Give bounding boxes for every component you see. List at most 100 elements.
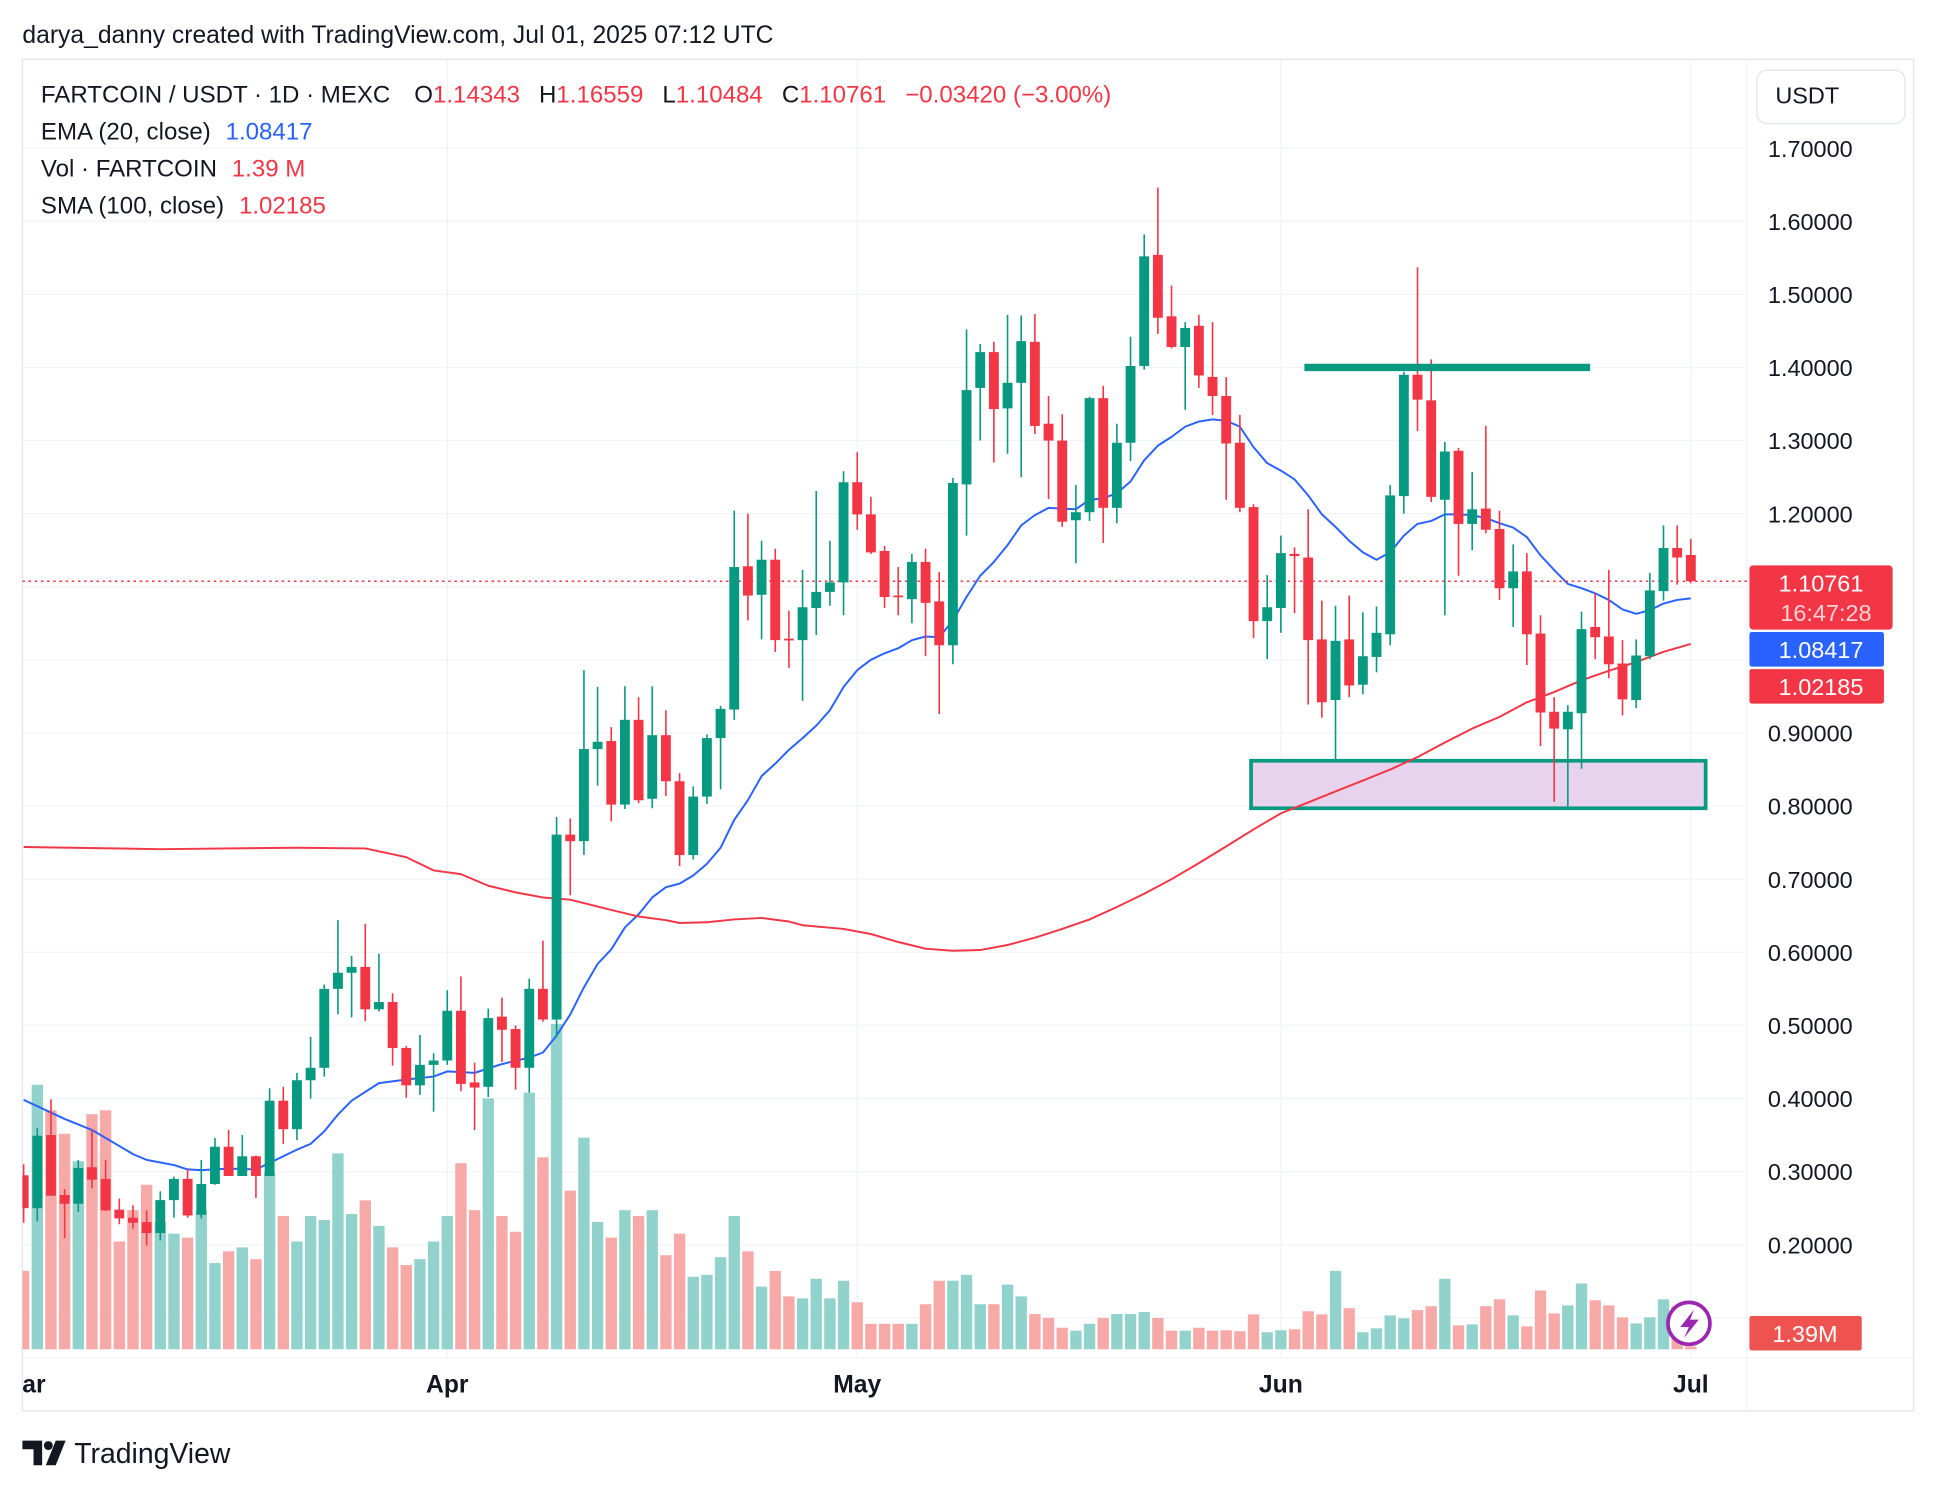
volume-label-value: 1.39M [1772,1321,1837,1347]
volume-bar [1261,1332,1273,1350]
candle [1439,442,1450,616]
candle-body [455,1010,466,1084]
candle-body [1603,636,1614,665]
ema-label: EMA (20, close) [41,118,211,145]
candle [46,1099,56,1196]
candle-body [1125,365,1136,443]
volume-bar [974,1304,986,1350]
candle [524,978,535,1093]
volume-bar [1152,1317,1164,1350]
volume-bar [564,1190,576,1350]
candle-body [1672,548,1683,558]
volume-bar [1534,1290,1547,1350]
candle [865,496,876,554]
candle [1426,359,1437,502]
volume-bar [878,1323,891,1350]
candle [1631,639,1642,709]
open-value: 1.14343 [433,81,520,108]
candle-body [537,988,548,1020]
candle-body [1480,508,1491,530]
candle [73,1159,84,1212]
candle-body [1385,495,1396,635]
bar-countdown: 16:47:28 [1780,600,1871,626]
volume-bar [1316,1314,1328,1350]
candle-body [1439,451,1450,500]
candle [1672,525,1683,585]
candle [1262,575,1273,660]
symbol-title[interactable]: FARTCOIN / USDT · 1D · MEXC [41,81,390,108]
candle [1398,371,1409,514]
candle-body [893,595,904,598]
legend-sma[interactable]: SMA (100, close) 1.02185 [41,193,326,220]
volume-bar [1056,1327,1068,1350]
volume-bar [810,1278,822,1350]
time-axis[interactable]: Mar Apr May Jun Jul [2,1371,1709,1398]
tradingview-brand[interactable]: TradingView [74,1438,231,1470]
candle-body [496,1016,507,1030]
annotations-layer [1249,758,1708,811]
candle [237,1135,248,1176]
support-zone-rect[interactable] [1249,758,1708,811]
volume-bar [1616,1317,1629,1350]
candle [59,1189,70,1239]
close-value: 1.10761 [799,81,886,108]
price-tick-label: 1.70000 [1768,136,1853,162]
price-axis[interactable]: 1.70000 1.60000 1.50000 1.40000 1.30000 1.200… [1768,136,1853,1259]
time-tick-label: Jul [1673,1371,1709,1398]
candle [1385,485,1396,646]
candle-body [551,834,562,1020]
volume-bar [414,1259,426,1350]
volume-bar [1548,1313,1560,1350]
plot-area[interactable] [18,187,1747,1350]
volume-bar [646,1210,658,1350]
volume-bar [263,1172,276,1350]
volume-bar [181,1237,194,1350]
candle-body [469,1082,480,1088]
candle-body [1289,553,1300,557]
volume-bar [1124,1314,1137,1350]
candle [1234,414,1245,513]
tradingview-logo-icon[interactable] [22,1440,66,1466]
candle-body [1371,632,1382,657]
candle-body [1617,663,1628,700]
candle-body [428,1060,439,1065]
legend-ema[interactable]: EMA (20, close) 1.08417 [41,118,313,145]
candle [852,452,863,530]
last-price-value: 1.10761 [1779,570,1864,596]
candle-body [292,1080,302,1130]
candle [701,734,712,804]
candle-body [1453,450,1464,524]
candle [333,920,343,1015]
price-tick-label: 1.30000 [1768,428,1853,454]
candle-body [1658,548,1669,592]
candle [934,572,945,714]
volume-bar [113,1241,125,1350]
lightning-icon[interactable] [1666,1300,1712,1347]
candle [715,705,726,790]
currency-label: USDT [1775,83,1839,109]
candle [155,1191,166,1241]
candle [1125,336,1136,462]
candle-body [1357,656,1368,685]
volume-bar [1083,1323,1096,1350]
volume-bar [988,1304,1000,1350]
candle-body [414,1064,425,1086]
legend-volume[interactable]: Vol · FARTCOIN 1.39 M [41,156,305,183]
candle [401,1045,412,1098]
candle [455,976,466,1092]
candle [414,1034,425,1095]
candle [920,548,931,657]
time-tick-label: Apr [426,1371,469,1398]
candle [223,1129,234,1176]
legend: FARTCOIN / USDT · 1D · MEXC O1.14343 H1.… [41,81,1111,219]
volume-bar [1398,1318,1410,1350]
ema-line [23,418,1691,1172]
volume-bar [1685,1346,1697,1350]
candle-body [1098,398,1109,508]
volume-bar [1603,1305,1615,1350]
candle [1357,612,1368,695]
candle [1535,615,1546,747]
price-tick-label: 1.40000 [1768,355,1853,381]
currency-button[interactable]: USDT [1756,69,1906,125]
candle [1371,606,1382,673]
